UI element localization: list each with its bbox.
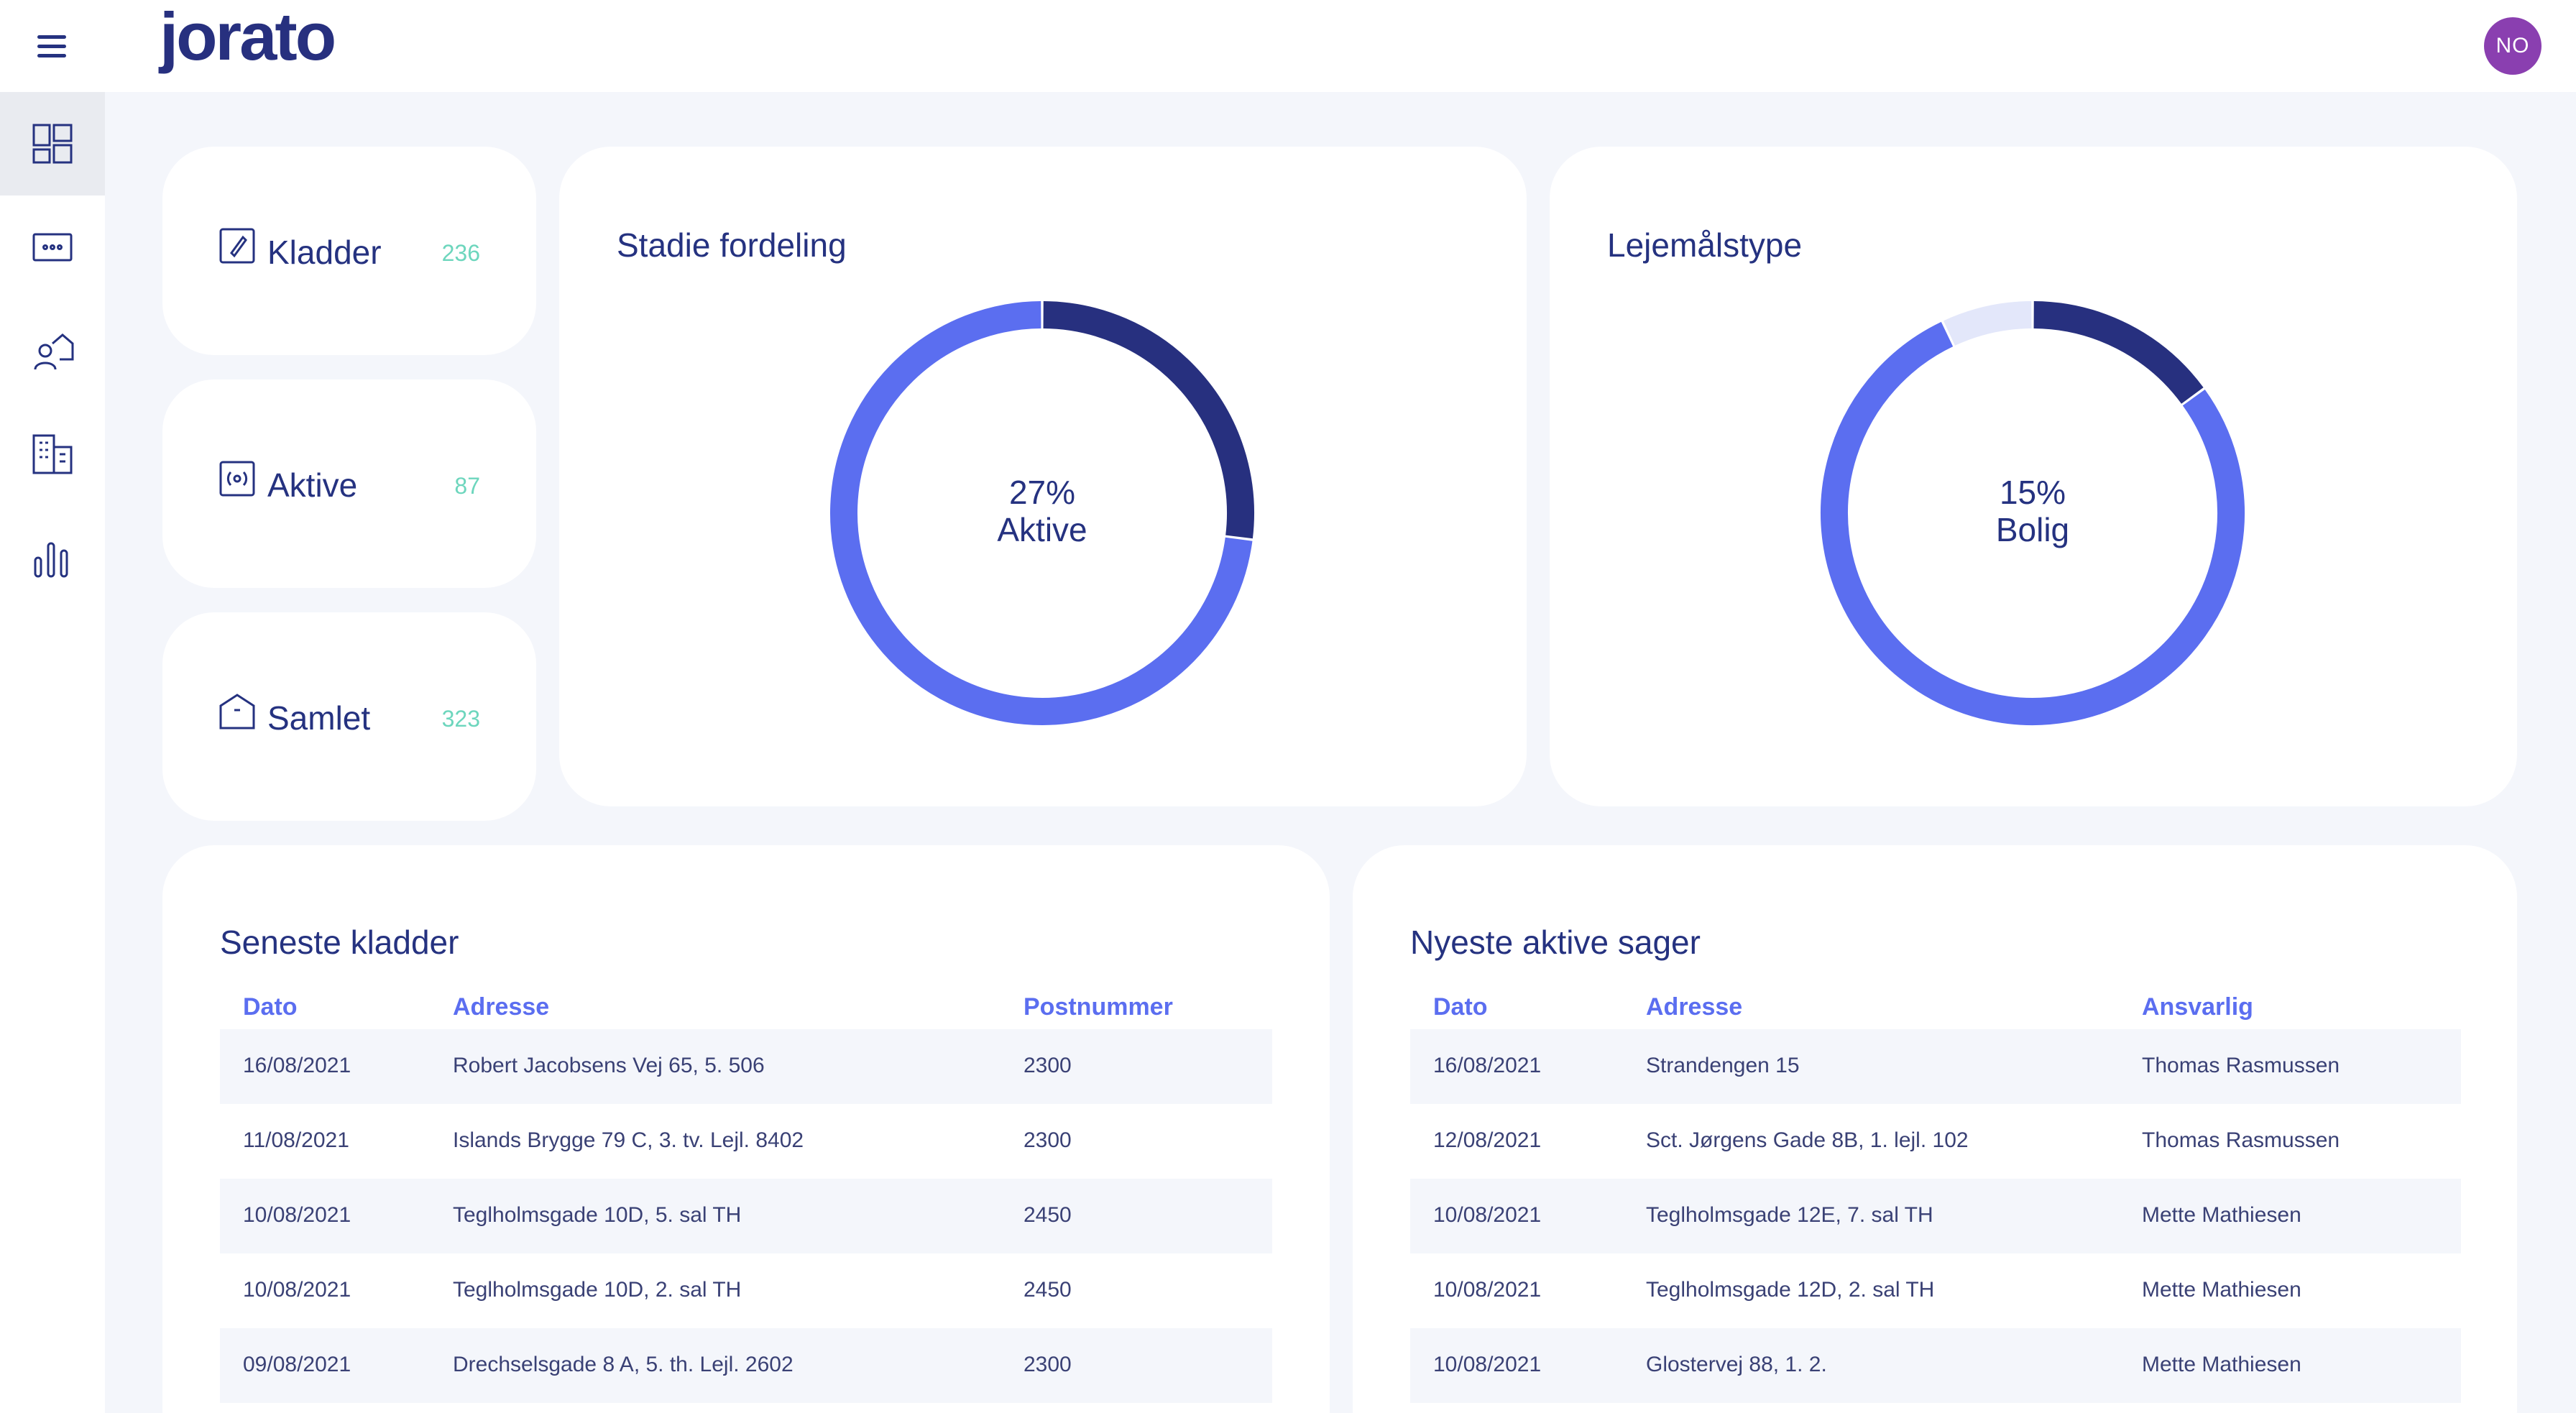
column-header[interactable]: Postnummer — [1024, 993, 1173, 1021]
column-header[interactable]: Adresse — [1646, 993, 1743, 1021]
donut-center-value: 15% — [1999, 474, 2066, 511]
table-cell: Teglholmsgade 10D, 5. sal TH — [453, 1203, 742, 1227]
building-icon — [32, 434, 73, 474]
donut-center-text: 15% Bolig — [1961, 474, 2104, 548]
donut-slice[interactable] — [1043, 301, 1254, 539]
sidebar-item-dashboard[interactable] — [0, 92, 105, 195]
table-row[interactable]: 09/08/2021 Drechselsgade 8 A, 5. th. Lejl… — [220, 1328, 1272, 1403]
table-cell: 2300 — [1024, 1054, 1072, 1077]
table-cell: 09/08/2021 — [243, 1353, 351, 1376]
ellipsis-box-icon — [32, 233, 73, 262]
table-cell: Robert Jacobsens Vej 65, 5. 506 — [453, 1054, 765, 1077]
table-cell: Drechselsgade 8 A, 5. th. Lejl. 2602 — [453, 1353, 794, 1376]
sidebar-item-tenants[interactable] — [0, 299, 105, 402]
stat-count: 323 — [441, 706, 480, 732]
card-title: Seneste kladder — [220, 924, 459, 961]
table-row[interactable]: 10/08/2021 Teglholmsgade 12E, 7. sal TH Me… — [1410, 1179, 2461, 1253]
table-cell: 10/08/2021 — [1433, 1203, 1542, 1227]
stat-count: 236 — [441, 240, 480, 266]
table-cell: 10/08/2021 — [243, 1278, 351, 1302]
donut-slice[interactable] — [2033, 301, 2204, 404]
bar-chart-icon — [34, 542, 68, 578]
column-header[interactable]: Adresse — [453, 993, 550, 1021]
table-cell: Glostervej 88, 1. 2. — [1646, 1353, 1827, 1376]
column-header[interactable]: Dato — [1433, 993, 1488, 1021]
stat-label: Samlet — [267, 699, 371, 737]
table-cell: 16/08/2021 — [243, 1054, 351, 1077]
active-cases-table-card: Nyeste aktive sager Dato Adresse Ansvarlig… — [1353, 845, 2517, 1413]
table-cell: 2300 — [1024, 1353, 1072, 1376]
sidebar — [0, 92, 105, 1413]
donut-center-label: Bolig — [1995, 511, 2070, 548]
edit-icon — [219, 228, 255, 264]
stat-label: Kladder — [267, 234, 382, 271]
donut-center-label: Aktive — [997, 511, 1087, 548]
drafts-table-card: Seneste kladder Dato Adresse Postnummer 16/… — [162, 845, 1330, 1413]
lease-type-chart-card: Lejemålstype 15% Bolig — [1550, 147, 2517, 806]
table-row[interactable]: 16/08/2021 Strandengen 15 Thomas Rasmussen — [1410, 1029, 2461, 1104]
table-cell: 10/08/2021 — [1433, 1353, 1542, 1376]
table-cell: Mette Mathiesen — [2142, 1278, 2301, 1302]
table-row[interactable]: 11/08/2021 Islands Brygge 79 C, 3. tv. Le… — [220, 1104, 1272, 1179]
table-cell: Strandengen 15 — [1646, 1054, 1800, 1077]
table-cell: 2450 — [1024, 1203, 1072, 1227]
avatar[interactable]: NO — [2484, 17, 2542, 75]
dashboard-icon — [32, 124, 73, 164]
table-cell: Mette Mathiesen — [2142, 1203, 2301, 1227]
table-cell: 2450 — [1024, 1278, 1072, 1302]
donut-center-value: 27% — [1008, 474, 1076, 511]
top-bar: jorato NO — [0, 0, 2576, 92]
table-cell: 11/08/2021 — [243, 1128, 349, 1152]
stat-card-drafts[interactable]: Kladder 236 — [162, 147, 536, 355]
sidebar-item-properties[interactable] — [0, 402, 105, 506]
table-cell: Thomas Rasmussen — [2142, 1054, 2340, 1077]
broadcast-icon — [219, 461, 255, 497]
table-cell: 12/08/2021 — [1433, 1128, 1542, 1152]
table-row[interactable]: 10/08/2021 Teglholmsgade 12D, 2. sal TH Me… — [1410, 1253, 2461, 1328]
table-cell: Teglholmsgade 12D, 2. sal TH — [1646, 1278, 1935, 1302]
card-title: Lejemålstype — [1607, 226, 1803, 264]
table-cell: Teglholmsgade 10D, 2. sal TH — [453, 1278, 742, 1302]
table-row[interactable]: 16/08/2021 Robert Jacobsens Vej 65, 5. 50… — [220, 1029, 1272, 1104]
card-title: Stadie fordeling — [617, 226, 847, 264]
donut-slice[interactable] — [1821, 321, 2245, 725]
sidebar-item-cases[interactable] — [0, 195, 105, 299]
sidebar-item-reports[interactable] — [0, 506, 105, 609]
table-row[interactable]: 10/08/2021 Teglholmsgade 10D, 5. sal TH 24… — [220, 1179, 1272, 1253]
column-header[interactable]: Dato — [243, 993, 298, 1021]
table-cell: Teglholmsgade 12E, 7. sal TH — [1646, 1203, 1933, 1227]
stat-card-active[interactable]: Aktive 87 — [162, 379, 536, 588]
table-cell: 10/08/2021 — [243, 1203, 351, 1227]
donut-slice[interactable] — [830, 301, 1253, 725]
table-cell: Sct. Jørgens Gade 8B, 1. lejl. 102 — [1646, 1128, 1969, 1152]
table-cell: 16/08/2021 — [1433, 1054, 1542, 1077]
table-cell: Thomas Rasmussen — [2142, 1128, 2340, 1152]
donut-center-text: 27% Aktive — [970, 474, 1114, 548]
table-header: Dato Adresse Ansvarlig — [1410, 986, 2461, 1029]
logo[interactable]: jorato — [160, 0, 336, 74]
table-row[interactable]: 12/08/2021 Sct. Jørgens Gade 8B, 1. lejl.… — [1410, 1104, 2461, 1179]
stat-count: 87 — [454, 473, 480, 499]
table-header: Dato Adresse Postnummer — [220, 986, 1272, 1029]
stage-donut-chart — [830, 301, 1254, 725]
table-cell: Islands Brygge 79 C, 3. tv. Lejl. 8402 — [453, 1128, 804, 1152]
table-cell: 10/08/2021 — [1433, 1278, 1542, 1302]
table-row[interactable]: 10/08/2021 Glostervej 88, 1. 2. Mette Math… — [1410, 1328, 2461, 1403]
lease-donut-chart — [1821, 301, 2245, 725]
table-cell: Mette Mathiesen — [2142, 1353, 2301, 1376]
stat-card-total[interactable]: Samlet 323 — [162, 612, 536, 821]
house-icon — [219, 694, 255, 729]
stat-label: Aktive — [267, 466, 358, 504]
menu-icon[interactable] — [32, 29, 72, 63]
stage-chart-card: Stadie fordeling 27% Aktive — [559, 147, 1527, 806]
table-row[interactable]: 10/08/2021 Teglholmsgade 10D, 2. sal TH 24… — [220, 1253, 1272, 1328]
person-house-icon — [34, 333, 74, 370]
donut-slice[interactable] — [1944, 301, 2032, 346]
column-header[interactable]: Ansvarlig — [2142, 993, 2253, 1021]
card-title: Nyeste aktive sager — [1410, 924, 1701, 961]
table-cell: 2300 — [1024, 1128, 1072, 1152]
